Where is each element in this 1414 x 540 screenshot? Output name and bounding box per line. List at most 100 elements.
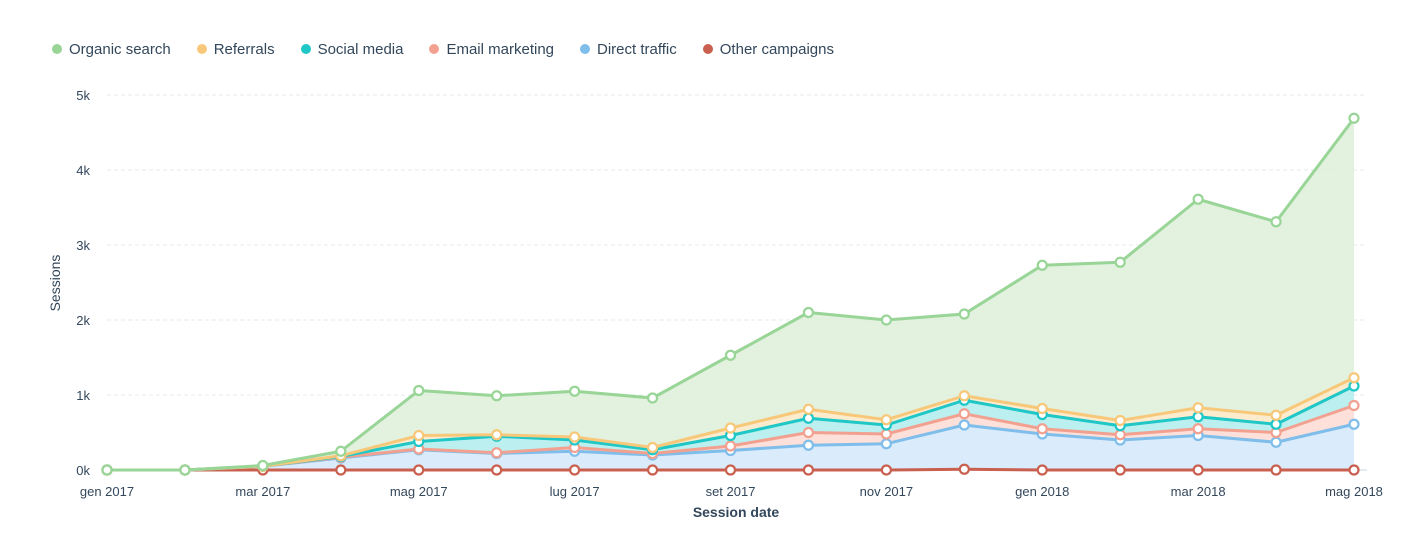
- legend-item-referrals[interactable]: Referrals: [196, 40, 275, 58]
- y-tick-label: 3k: [76, 238, 90, 253]
- legend-item-organic-search[interactable]: Organic search: [52, 41, 171, 58]
- point-social-media[interactable]: [1192, 411, 1204, 423]
- point-email-marketing[interactable]: [1114, 429, 1126, 441]
- point-email-marketing[interactable]: [880, 428, 892, 440]
- point-social-media[interactable]: [1270, 418, 1282, 430]
- point-referrals[interactable]: [1270, 409, 1282, 421]
- point-other-campaigns[interactable]: [646, 464, 659, 476]
- y-tick-label: 5k: [76, 88, 90, 103]
- point-email-marketing[interactable]: [1036, 423, 1048, 435]
- point-email-marketing[interactable]: [724, 440, 737, 452]
- point-organic-search[interactable]: [179, 464, 191, 476]
- point-other-campaigns[interactable]: [724, 464, 737, 476]
- legend-item-email-marketing[interactable]: Email marketing: [429, 41, 554, 58]
- legend-dot-icon: [196, 44, 207, 54]
- point-referrals[interactable]: [1192, 402, 1204, 414]
- point-organic-search[interactable]: [880, 314, 892, 326]
- point-organic-search[interactable]: [1114, 256, 1126, 268]
- legend-label: Direct traffic: [597, 40, 677, 58]
- legend-item-social-media[interactable]: Social media: [300, 41, 403, 58]
- legend-label: Organic search: [69, 40, 171, 58]
- point-email-marketing[interactable]: [1192, 423, 1204, 435]
- point-email-marketing[interactable]: [491, 447, 503, 459]
- x-tick-label: mag 2017: [390, 484, 448, 499]
- area-organic-search: [107, 118, 1354, 470]
- legend-dot-icon: [580, 44, 591, 54]
- point-other-campaigns[interactable]: [1270, 464, 1282, 476]
- point-direct-traffic[interactable]: [958, 419, 970, 431]
- x-axis-title: Session date: [693, 504, 780, 520]
- legend-label: Referrals: [213, 40, 275, 58]
- point-other-campaigns[interactable]: [491, 464, 503, 476]
- point-organic-search[interactable]: [958, 308, 970, 320]
- point-direct-traffic[interactable]: [1270, 436, 1282, 448]
- point-other-campaigns[interactable]: [880, 464, 892, 476]
- y-tick-label: 2k: [76, 313, 90, 328]
- x-axis-ticks: gen 2017 mar 2017 mag 2017 lug 2017 set 2017…: [80, 484, 1383, 499]
- x-tick-label: mar 2017: [235, 484, 290, 499]
- y-tick-label: 0k: [76, 463, 90, 478]
- point-other-campaigns[interactable]: [802, 464, 815, 476]
- point-organic-search[interactable]: [724, 349, 737, 361]
- x-tick-label: gen 2018: [1015, 484, 1069, 499]
- x-tick-label: gen 2017: [80, 484, 134, 499]
- point-other-campaigns[interactable]: [958, 463, 970, 475]
- point-other-campaigns[interactable]: [335, 464, 347, 476]
- x-tick-label: set 2017: [706, 484, 756, 499]
- point-referrals[interactable]: [880, 414, 892, 426]
- point-other-campaigns[interactable]: [1114, 464, 1126, 476]
- chart-legend: Organic search Referrals Social media Email…: [52, 38, 860, 60]
- legend-item-direct-traffic[interactable]: Direct traffic: [580, 41, 677, 58]
- point-organic-search[interactable]: [1348, 112, 1360, 124]
- point-organic-search[interactable]: [101, 464, 113, 476]
- legend-dot-icon: [702, 44, 713, 54]
- point-email-marketing[interactable]: [802, 426, 815, 439]
- legend-dot-icon: [52, 44, 62, 54]
- point-referrals[interactable]: [724, 422, 737, 434]
- point-organic-search[interactable]: [257, 459, 269, 472]
- legend-dot-icon: [300, 44, 311, 54]
- point-other-campaigns[interactable]: [569, 464, 581, 476]
- point-other-campaigns[interactable]: [1192, 464, 1204, 476]
- point-referrals[interactable]: [646, 441, 659, 454]
- point-other-campaigns[interactable]: [413, 464, 425, 476]
- point-organic-search[interactable]: [1270, 216, 1282, 228]
- legend-item-other-campaigns[interactable]: Other campaigns: [702, 41, 834, 58]
- area-fills: [107, 118, 1354, 470]
- y-tick-label: 1k: [76, 388, 90, 403]
- point-other-campaigns[interactable]: [1348, 464, 1360, 476]
- point-direct-traffic[interactable]: [880, 438, 892, 450]
- data-points: [101, 112, 1360, 476]
- legend-label: Email marketing: [446, 40, 555, 58]
- point-organic-search[interactable]: [413, 384, 425, 397]
- point-organic-search[interactable]: [335, 445, 347, 457]
- point-organic-search[interactable]: [569, 385, 581, 397]
- point-organic-search[interactable]: [1192, 193, 1204, 205]
- point-referrals[interactable]: [1114, 414, 1126, 427]
- x-tick-label: mar 2018: [1171, 484, 1226, 499]
- point-direct-traffic[interactable]: [1348, 418, 1360, 430]
- y-axis-ticks: 0k 1k 2k 3k 4k 5k: [76, 88, 90, 478]
- x-tick-label: lug 2017: [550, 484, 600, 499]
- point-referrals[interactable]: [569, 431, 581, 443]
- point-referrals[interactable]: [1036, 402, 1048, 415]
- legend-dot-icon: [429, 44, 440, 54]
- point-email-marketing[interactable]: [1348, 399, 1360, 412]
- point-organic-search[interactable]: [491, 390, 503, 402]
- x-tick-label: nov 2017: [860, 484, 914, 499]
- point-social-media[interactable]: [802, 412, 815, 424]
- x-tick-label: mag 2018: [1325, 484, 1383, 499]
- point-organic-search[interactable]: [802, 306, 815, 319]
- point-referrals[interactable]: [958, 390, 970, 402]
- y-tick-label: 4k: [76, 163, 90, 178]
- point-referrals[interactable]: [1348, 372, 1360, 384]
- point-other-campaigns[interactable]: [1036, 464, 1048, 476]
- point-referrals[interactable]: [413, 429, 425, 442]
- point-organic-search[interactable]: [646, 392, 659, 404]
- point-referrals[interactable]: [802, 403, 815, 415]
- point-organic-search[interactable]: [1036, 259, 1048, 271]
- point-email-marketing[interactable]: [958, 408, 970, 420]
- point-referrals[interactable]: [491, 429, 503, 441]
- point-direct-traffic[interactable]: [802, 439, 815, 451]
